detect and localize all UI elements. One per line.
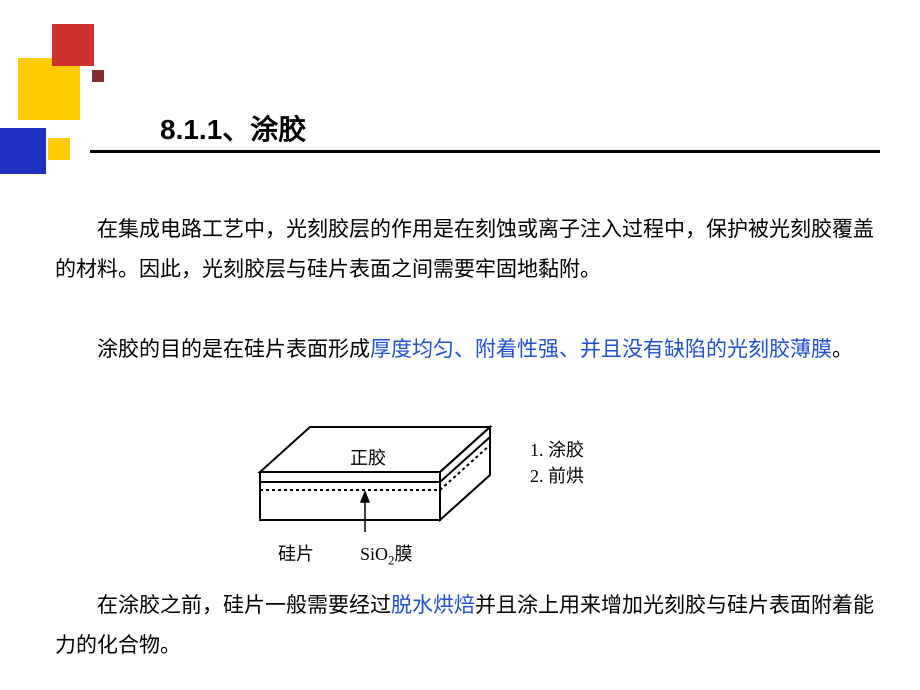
diagram-side-label-2: 2. 前烘 <box>530 462 584 488</box>
para2-highlight: 厚度均匀、附着性强、并且没有缺陷的光刻胶薄膜 <box>370 338 832 361</box>
paragraph-2: 涂胶的目的是在硅片表面形成厚度均匀、附着性强、并且没有缺陷的光刻胶薄膜。 <box>55 330 875 370</box>
para3-pre: 在涂胶之前，硅片一般需要经过 <box>97 594 391 617</box>
diagram-label-top: 正胶 <box>350 444 386 470</box>
diagram-side-label-1: 1. 涂胶 <box>530 436 584 462</box>
wafer-diagram: 正胶 硅片 SiO2膜 1. 涂胶 2. 前烘 <box>230 412 720 582</box>
sio2-pre: SiO <box>360 544 388 564</box>
para1-text: 在集成电路工艺中，光刻胶层的作用是在刻蚀或离子注入过程中，保护被光刻胶覆盖的材料… <box>55 218 874 281</box>
diagram-label-bottom-left: 硅片 <box>278 540 314 566</box>
section-title: 8.1.1、涂胶 <box>160 108 306 148</box>
paragraph-1: 在集成电路工艺中，光刻胶层的作用是在刻蚀或离子注入过程中，保护被光刻胶覆盖的材料… <box>55 210 875 290</box>
corner-decoration <box>0 0 160 190</box>
diagram-label-bottom-right: SiO2膜 <box>360 540 413 569</box>
para3-highlight: 脱水烘焙 <box>391 594 475 617</box>
para2-post: 。 <box>832 338 853 361</box>
paragraph-3: 在涂胶之前，硅片一般需要经过脱水烘焙并且涂上用来增加光刻胶与硅片表面附着能力的化… <box>55 586 875 666</box>
title-underline <box>90 150 880 153</box>
para2-pre: 涂胶的目的是在硅片表面形成 <box>97 338 370 361</box>
decoration-svg <box>0 0 160 200</box>
sio2-post: 膜 <box>395 544 413 564</box>
